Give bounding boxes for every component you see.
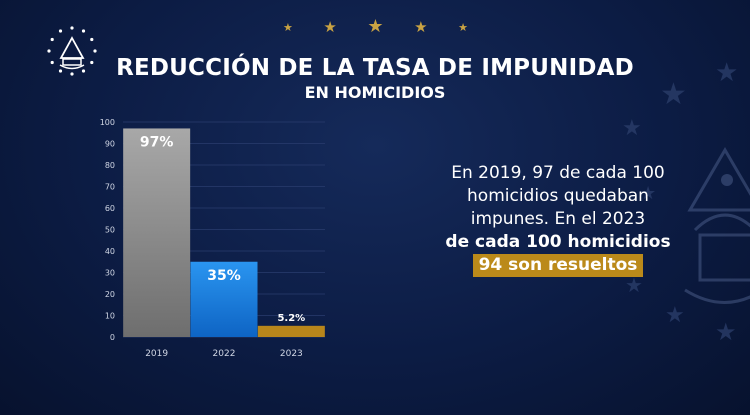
bar-data-label: 35% — [207, 268, 241, 284]
y-tick-label: 10 — [105, 312, 115, 321]
star-icon: ★ — [458, 20, 468, 34]
x-tick-label: 2019 — [145, 349, 168, 359]
el-salvador-seal-icon — [47, 26, 97, 76]
bar-data-label: 5.2% — [277, 313, 305, 324]
description-line: impunes. En el 2023 — [470, 209, 646, 229]
y-tick-label: 90 — [105, 140, 115, 149]
coat-of-arms-icon — [684, 147, 750, 304]
y-tick-label: 80 — [105, 161, 115, 170]
background-star-icon: ★ — [715, 318, 737, 346]
y-tick-label: 100 — [100, 118, 115, 127]
star-icon: ★ — [283, 20, 293, 34]
description-line: En 2019, 97 de cada 100 — [451, 163, 665, 183]
y-tick-label: 30 — [105, 269, 115, 278]
bar-data-label: 97% — [140, 134, 174, 150]
bar-2023 — [257, 325, 325, 337]
y-axis-ticks: 0 10 20 30 40 50 60 70 80 90 100 — [100, 118, 115, 342]
page-subtitle: EN HOMICIDIOS — [304, 83, 446, 102]
y-tick-label: 50 — [105, 226, 115, 235]
description-text: En 2019, 97 de cada 100 homicidios queda… — [438, 162, 678, 277]
bar-2022 — [190, 261, 258, 337]
background-star-icon: ★ — [625, 273, 643, 297]
highlight-badge: 94 son resueltos — [472, 254, 644, 277]
background-star-icon: ★ — [640, 183, 657, 204]
star-icon: ★ — [367, 16, 384, 37]
y-tick-label: 0 — [110, 333, 115, 342]
y-tick-label: 40 — [105, 247, 115, 256]
background-star-icon: ★ — [660, 77, 687, 112]
x-axis-ticks: 2019 2022 2023 — [145, 349, 303, 359]
bar-data-labels: 97% 35% 5.2% — [140, 134, 305, 323]
page-title: REDUCCIÓN DE LA TASA DE IMPUNIDAD — [116, 55, 634, 81]
y-tick-label: 60 — [105, 204, 115, 213]
description-line: homicidios quedaban — [467, 186, 649, 206]
description-line-bold: de cada 100 homicidios — [445, 232, 671, 252]
top-stars: ★ ★ ★ ★ ★ — [283, 18, 468, 36]
background-star-icon: ★ — [715, 58, 739, 88]
y-tick-label: 70 — [105, 183, 115, 192]
bar-2019 — [123, 128, 191, 337]
background-star-icon: ★ — [622, 116, 642, 141]
x-tick-label: 2022 — [213, 349, 236, 359]
chart-bars — [123, 128, 325, 337]
star-icon: ★ — [323, 17, 337, 36]
star-icon: ★ — [414, 17, 428, 36]
x-tick-label: 2023 — [280, 349, 303, 359]
background-star-icon: ★ — [665, 303, 685, 328]
y-tick-label: 20 — [105, 290, 115, 299]
